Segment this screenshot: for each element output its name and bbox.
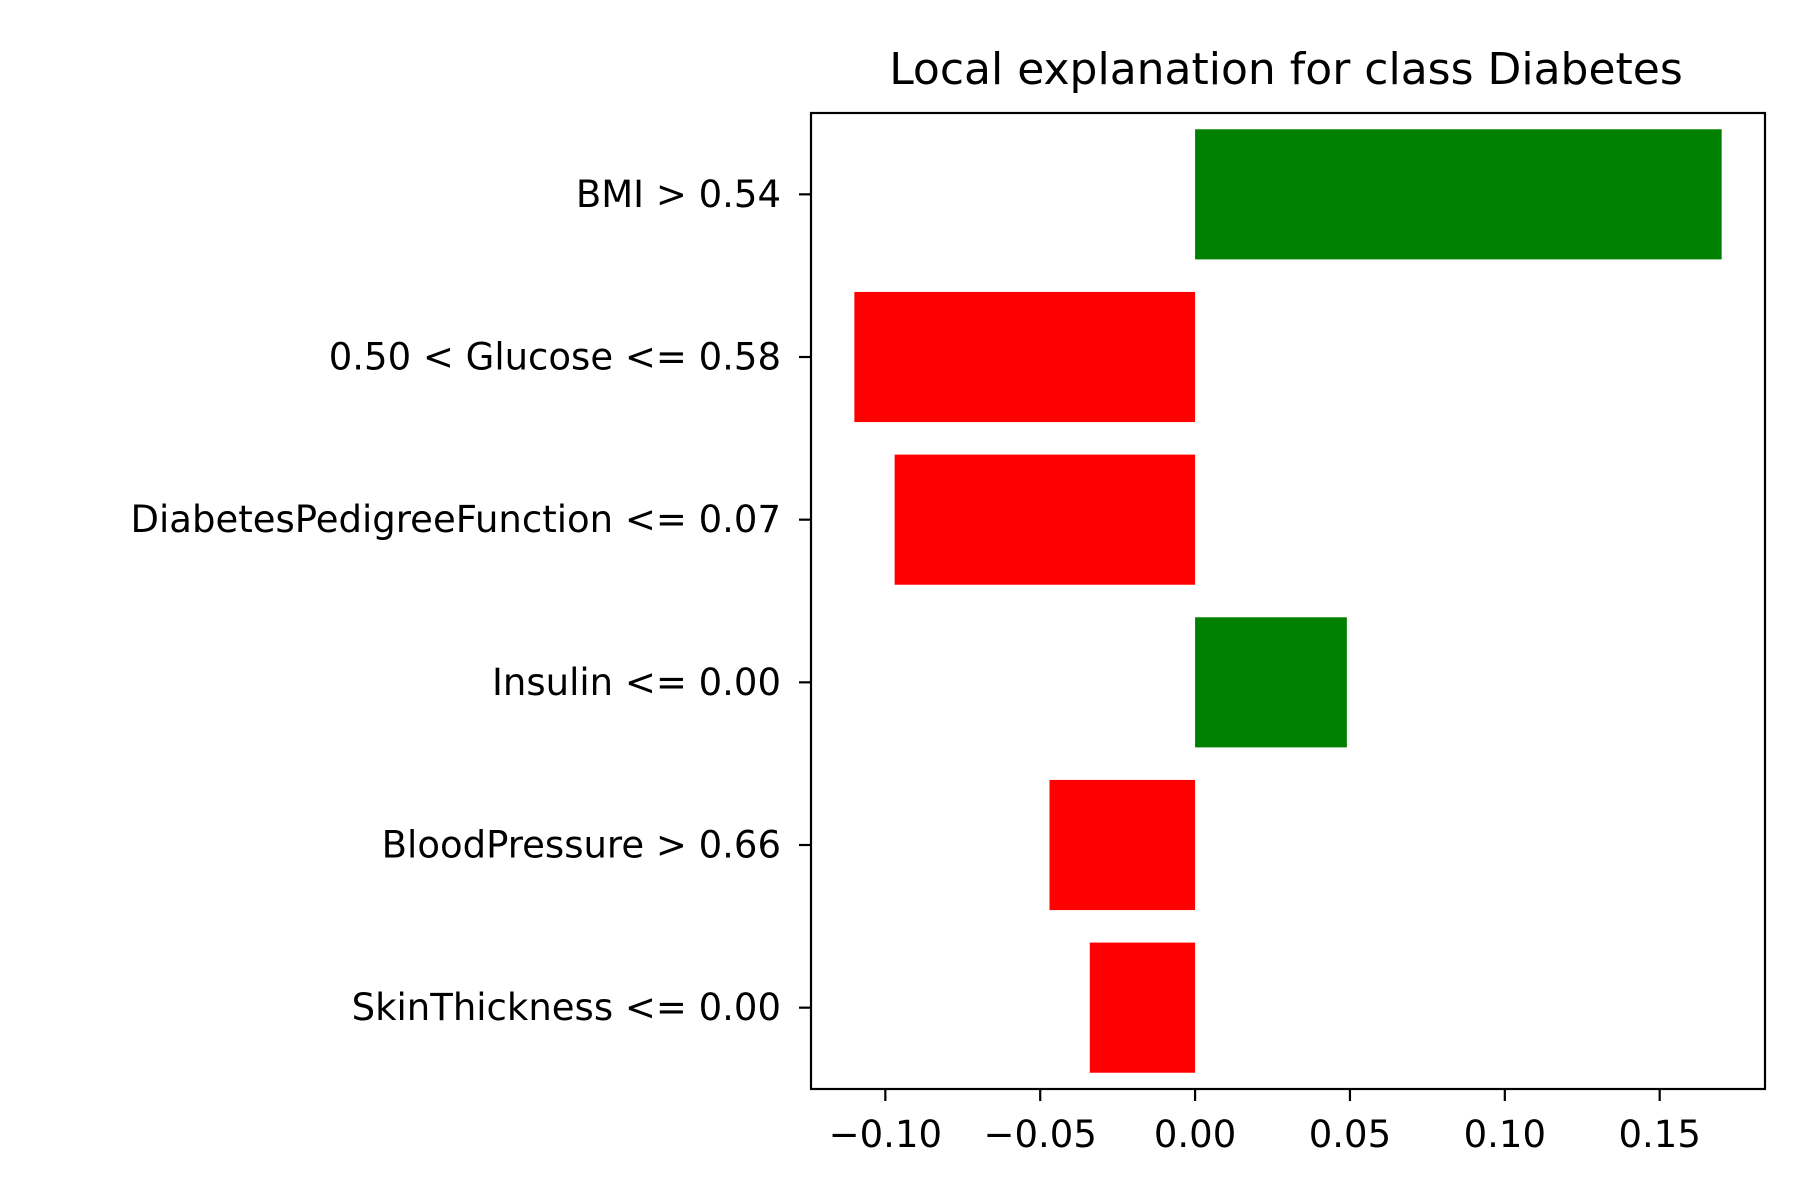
y-tick-label: SkinThickness <= 0.00 bbox=[352, 986, 781, 1029]
bar-2 bbox=[854, 291, 1196, 423]
bars-layer bbox=[854, 129, 1722, 1073]
x-tick-label: 0.00 bbox=[1154, 1113, 1236, 1156]
y-tick-label: 0.50 < Glucose <= 0.58 bbox=[329, 336, 781, 379]
y-tick-label: Insulin <= 0.00 bbox=[492, 661, 781, 704]
plot-frame bbox=[809, 111, 1767, 1091]
x-tick-label: −0.05 bbox=[984, 1113, 1097, 1156]
y-tick-label: BloodPressure > 0.66 bbox=[382, 824, 781, 867]
y-axis: BMI > 0.54 0.50 < Glucose <= 0.58 Diabetes… bbox=[131, 173, 811, 1029]
x-tick-label: 0.10 bbox=[1464, 1113, 1546, 1156]
chart-title: Local explanation for class Diabetes bbox=[889, 44, 1683, 95]
bar-4 bbox=[1195, 617, 1347, 748]
bar-1 bbox=[1195, 129, 1722, 260]
bar-5 bbox=[1049, 779, 1196, 911]
x-axis: −0.10 −0.05 0.00 0.05 0.10 0.15 bbox=[829, 1089, 1701, 1156]
y-tick-label: BMI > 0.54 bbox=[576, 173, 781, 216]
x-tick-label: 0.15 bbox=[1618, 1113, 1700, 1156]
bar-3 bbox=[894, 454, 1196, 585]
bar-6 bbox=[1089, 942, 1196, 1073]
x-tick-label: −0.10 bbox=[829, 1113, 942, 1156]
x-tick-label: 0.05 bbox=[1309, 1113, 1391, 1156]
y-tick-label: DiabetesPedigreeFunction <= 0.07 bbox=[131, 498, 781, 541]
